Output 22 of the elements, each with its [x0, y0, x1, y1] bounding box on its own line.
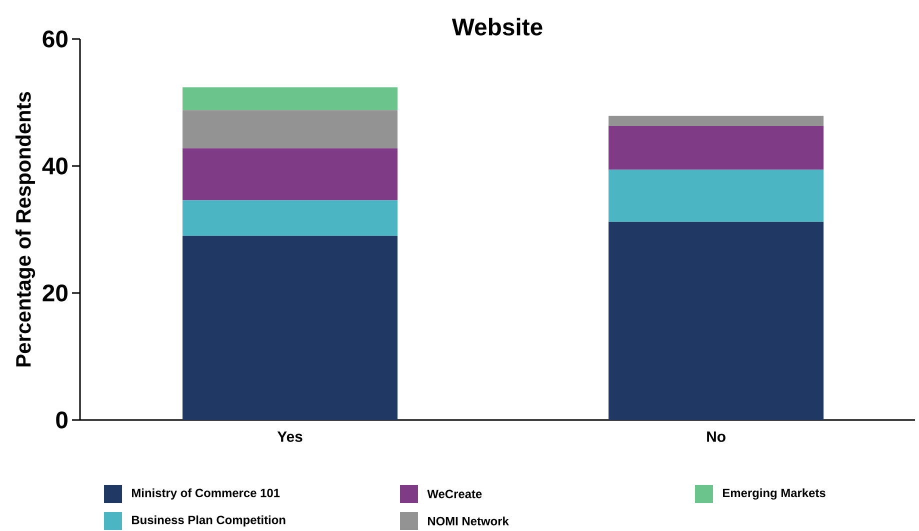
legend-label: Business Plan Competition	[132, 515, 286, 527]
y-tick-label: 40	[42, 158, 68, 174]
y-tick-label: 0	[56, 412, 68, 428]
x-tick-label: No	[707, 432, 726, 442]
bar	[182, 200, 398, 236]
bar	[608, 126, 824, 170]
legend-label: WeCreate	[427, 490, 482, 498]
bar	[182, 110, 398, 148]
y-tick-label: 20	[42, 284, 68, 302]
x-tick-label: Yes	[277, 432, 302, 442]
bar	[608, 170, 824, 222]
bar	[182, 236, 398, 420]
legend-label: NOMI Network	[428, 516, 509, 526]
bar	[182, 87, 398, 110]
bar	[182, 148, 398, 200]
bar	[608, 116, 824, 126]
y-axis-title: Percentage of Respondents	[15, 92, 36, 366]
legend-label: Ministry of Commerce 101	[132, 488, 280, 500]
y-tick-label: 60	[42, 30, 68, 48]
chart-title: Website	[452, 18, 542, 36]
legend-label: Emerging Markets	[723, 488, 826, 500]
bar	[608, 222, 824, 420]
